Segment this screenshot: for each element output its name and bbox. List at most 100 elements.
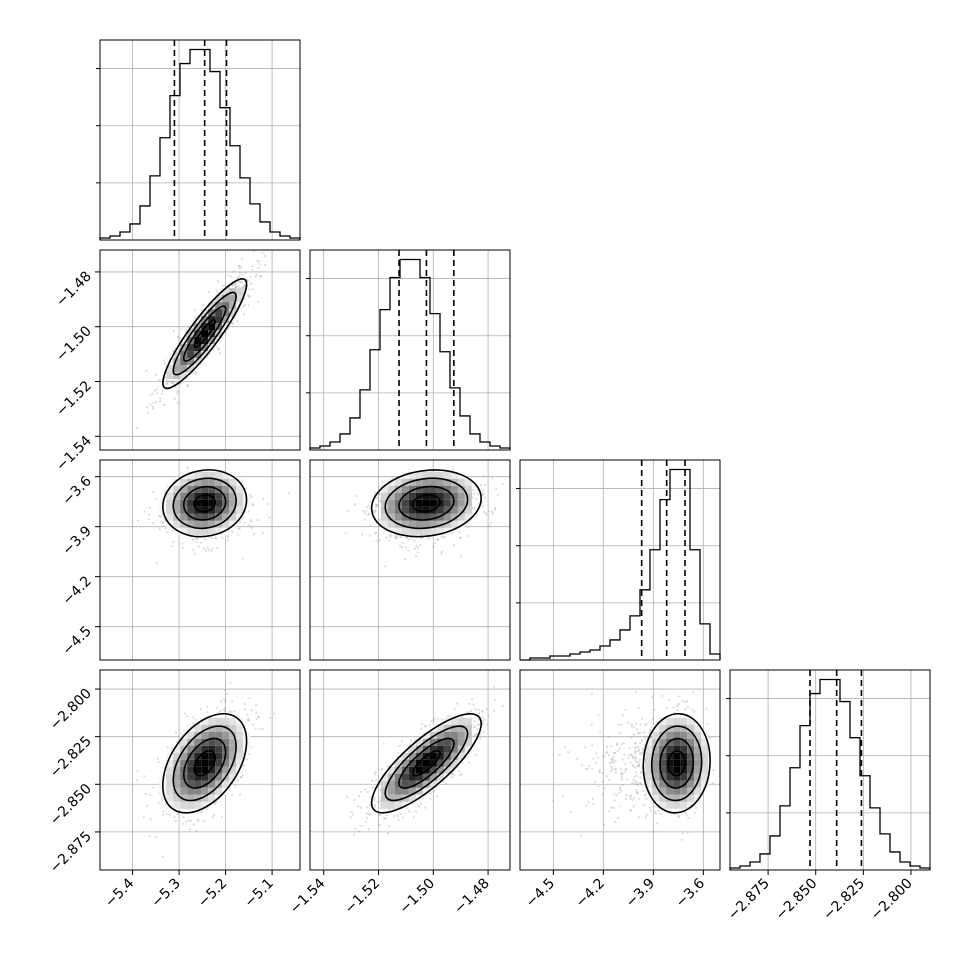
density-cell-0-1--1--1 [194,323,202,331]
sample-point-0-1-476 [172,329,175,333]
sample-point-0-3-209 [144,792,147,796]
sample-point-0-1-327 [174,385,177,388]
density-cell-0-1--3-5 [180,365,188,373]
sample-point-1-3-543 [381,768,384,771]
sample-point-1-2-846 [365,506,368,509]
sample-point-1-3-290 [482,731,485,734]
sample-point-0-2-743 [247,510,250,513]
sample-point-0-1-489 [155,388,158,391]
contour-1-2-0 [411,494,441,513]
density-cell-0-2-4--4 [229,471,237,479]
sample-point-1-3-181 [397,752,400,755]
sample-point-1-3-802 [363,788,366,791]
sample-point-0-3-212 [149,793,152,797]
density-cell-1-2-2-4 [436,527,444,535]
sample-point-1-2-263 [374,532,377,535]
pair-0-3-content [136,681,276,858]
sample-point-0-3-314 [165,812,168,816]
density-cell-0-2-2-4 [215,527,223,535]
density-cell-0-2--3-1 [180,506,188,514]
density-cell-0-2-0-2 [201,513,209,521]
density-cell-1-2--1--4 [415,471,423,479]
sample-point-1-2-587 [427,538,430,541]
sample-point-1-2-624 [390,534,393,537]
contour-0-1-2 [172,291,237,376]
density-cell-1-2-4-2 [450,513,458,521]
sample-point-1-3-125 [479,737,482,740]
density-cell-0-2-4-2 [229,513,237,521]
density-cell-1-2--1-4 [415,527,423,535]
sample-point-0-2-215 [160,521,163,524]
density-cell-1-2-0--3 [422,478,430,486]
sample-point-1-3-167 [429,797,432,800]
contour-0-1-3 [162,278,248,390]
sample-point-1-2-823 [436,538,439,541]
sample-point-0-2-880 [171,545,174,548]
density-cell-0-2--1-3 [194,520,202,528]
sample-point-1-2-696 [394,537,397,540]
sample-point-0-2-708 [181,546,184,549]
density-cell-1-2-3--1 [443,492,451,500]
sample-point-1-2-295 [494,508,497,511]
density-cell-0-1--3-2 [180,344,188,352]
sample-point-0-2-335 [161,521,165,525]
density-cell-1-2-4-1 [450,506,458,514]
sample-point-1-2-862 [415,544,418,547]
density-cell-0-2--5-2 [166,513,174,521]
sample-point-1-3-455 [468,761,471,764]
sample-point-1-2-501 [495,487,498,490]
density-cell-1-2-3-0 [443,499,451,507]
sample-point-0-2-58 [152,522,155,525]
sample-point-0-1-641 [251,268,254,271]
sample-point-0-3-798 [166,746,169,749]
sample-point-1-2-582 [490,521,493,524]
sample-point-1-2-431 [487,510,490,513]
sample-point-1-2-723 [387,539,390,542]
contour-0-2-3 [162,469,248,538]
sample-point-1-3-6 [387,832,390,835]
sample-point-0-2-505 [159,515,162,518]
sample-point-1-2-741 [416,546,419,549]
density-cell-1-2-0-4 [422,527,430,535]
sample-point-1-2-854 [405,536,408,540]
density-cell-1-2-6--3 [464,478,472,486]
density-cell-0-2-4-0 [229,499,237,507]
sample-point-0-1-180 [236,285,239,288]
contour-1-2-1 [398,485,455,521]
sample-point-0-3-705 [233,710,236,713]
sample-point-0-3-543 [240,776,243,779]
sample-point-0-1-892 [234,286,238,289]
density-cell-1-2--5-3 [387,520,395,528]
sample-point-0-3-272 [142,816,146,819]
sample-point-1-2-759 [482,492,485,495]
sample-point-0-1-238 [171,380,174,383]
density-cell-1-2-5-1 [457,506,465,514]
sample-point-0-1-107 [254,275,257,278]
sample-point-0-3-357 [157,801,160,805]
sample-point-0-2-151 [164,489,167,492]
sample-point-0-2-867 [251,503,254,506]
density-cell-0-1-4--5 [229,295,237,303]
density-cell-0-2-4-3 [229,520,237,528]
sample-point-1-2-655 [483,510,486,513]
sample-point-1-3-66 [399,813,402,816]
sample-point-1-2-892 [365,509,368,512]
sample-point-0-1-525 [217,280,220,283]
sample-point-1-2-859 [368,512,371,516]
density-cell-0-1-1-0 [208,330,216,338]
sample-point-0-1-88 [159,400,162,403]
sample-point-0-1-298 [166,380,170,383]
sample-point-1-2-76 [378,500,381,503]
density-cell-1-2-0-0 [422,499,430,507]
sample-point-0-3-475 [211,816,214,819]
sample-point-0-1-177 [259,275,262,278]
sample-point-0-3-835 [170,747,174,751]
density-cell-0-2-0--4 [201,471,209,479]
sample-point-1-2-407 [494,507,497,510]
sample-point-0-1-753 [246,279,249,282]
sample-point-1-3-772 [482,719,485,722]
density-cell-0-1--2-3 [187,351,195,359]
sample-point-0-1-810 [155,373,158,376]
sample-point-1-2-513 [369,534,372,537]
sample-point-0-2-146 [158,527,161,530]
